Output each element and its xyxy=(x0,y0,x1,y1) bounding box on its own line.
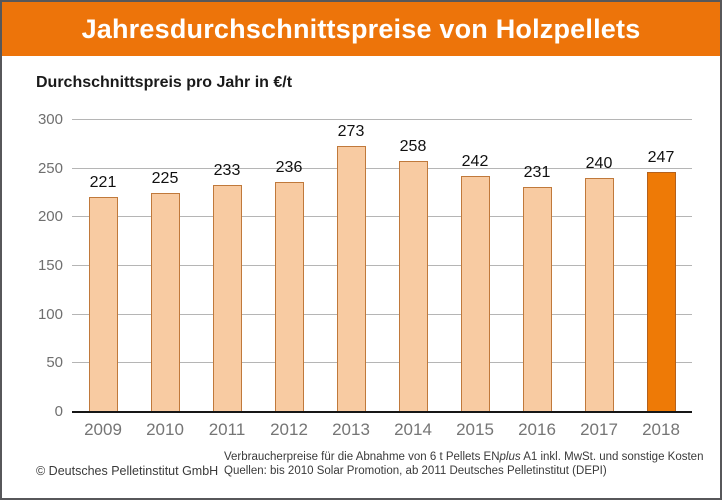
x-tick-label-2014: 2014 xyxy=(394,420,432,439)
y-tick-label-50: 50 xyxy=(46,354,63,372)
bar-2009 xyxy=(88,196,118,412)
gridline-200 xyxy=(72,216,692,218)
value-label-2013: 273 xyxy=(337,123,365,141)
bar-highlighted-2018 xyxy=(646,171,676,412)
bar-2011 xyxy=(212,185,242,412)
value-label-2011: 233 xyxy=(213,162,241,180)
bar-slot-2012: 236 2012 xyxy=(258,120,320,439)
x-tick-label-2009: 2009 xyxy=(84,420,122,439)
value-label-2016: 231 xyxy=(523,164,551,182)
bar-2016 xyxy=(522,187,552,412)
bar-slot-2018: 247 2018 xyxy=(630,120,692,439)
value-label-2015: 242 xyxy=(461,153,489,171)
gridline-150 xyxy=(72,265,692,266)
y-tick-label-200: 200 xyxy=(37,208,63,226)
x-tick-label-2016: 2016 xyxy=(518,420,556,439)
x-tick-label-2018: 2018 xyxy=(642,420,680,439)
y-tick-label-250: 250 xyxy=(37,159,63,177)
value-label-2014: 258 xyxy=(399,137,427,155)
gridline-100 xyxy=(72,313,692,315)
x-tick-label-2010: 2010 xyxy=(146,420,184,439)
value-label-2010: 225 xyxy=(151,170,179,187)
x-tick-label-2015: 2015 xyxy=(456,420,494,439)
value-label-2018: 247 xyxy=(647,148,675,166)
x-tick-label-2012: 2012 xyxy=(270,420,308,439)
bar-slot-2011: 233 2011 xyxy=(196,120,258,439)
bar-2014 xyxy=(398,160,428,412)
value-label-2017: 240 xyxy=(585,155,613,173)
x-tick-label-2013: 2013 xyxy=(332,420,370,439)
bar-2013 xyxy=(336,146,366,412)
gridline-250 xyxy=(72,167,692,169)
bar-slot-2013: 273 2013 xyxy=(320,120,382,439)
value-label-2009: 221 xyxy=(89,173,117,191)
bar-slot-2015: 242 2015 xyxy=(444,120,506,439)
y-tick-label-150: 150 xyxy=(37,257,63,274)
y-tick-label-0: 0 xyxy=(54,403,63,420)
chart-subtitle: Durchschnittspreis pro Jahr in €/t xyxy=(36,74,293,91)
page-title: Jahresdurchschnittspreise von Holzpellet… xyxy=(81,13,641,44)
bar-2012 xyxy=(274,182,304,412)
x-tick-label-2011: 2011 xyxy=(208,420,246,439)
bar-2015 xyxy=(460,176,490,412)
y-tick-label-100: 100 xyxy=(37,305,63,323)
plot-area: 221 2009 225 2010 233 2011 236 2012 273 2013 258 20… xyxy=(38,112,692,440)
x-axis-line xyxy=(72,411,692,413)
source-footnote: Verbraucherpreise für die Abnahme von 6 … xyxy=(224,450,703,478)
bar-slot-2010: 225 2010 xyxy=(134,120,196,440)
title-banner: Jahresdurchschnittspreise von Holzpellet… xyxy=(2,2,720,56)
x-tick-label-2017: 2017 xyxy=(580,420,618,439)
bar-slot-2009: 221 2009 xyxy=(72,120,134,439)
bar-slot-2016: 231 2016 xyxy=(506,120,568,439)
bar-2010 xyxy=(150,193,180,412)
gridline-50 xyxy=(72,362,692,364)
footnote-line-2: Quellen: bis 2010 Solar Promotion, ab 20… xyxy=(224,465,607,477)
gridline-300 xyxy=(72,119,692,120)
bar-2017 xyxy=(584,178,614,412)
bar-slot-2014: 258 2014 xyxy=(382,120,444,439)
footnote-line-1: Verbraucherpreise für die Abnahme von 6 … xyxy=(224,451,704,463)
bar-slot-2017: 240 2017 xyxy=(568,120,630,439)
value-label-2012: 236 xyxy=(275,159,303,177)
y-tick-label-300: 300 xyxy=(37,111,63,128)
bar-series: 221 2009 225 2010 233 2011 236 2012 273 2013 258 20… xyxy=(72,120,692,440)
copyright-notice: © Deutsches Pelletinstitut GmbH xyxy=(36,464,219,478)
